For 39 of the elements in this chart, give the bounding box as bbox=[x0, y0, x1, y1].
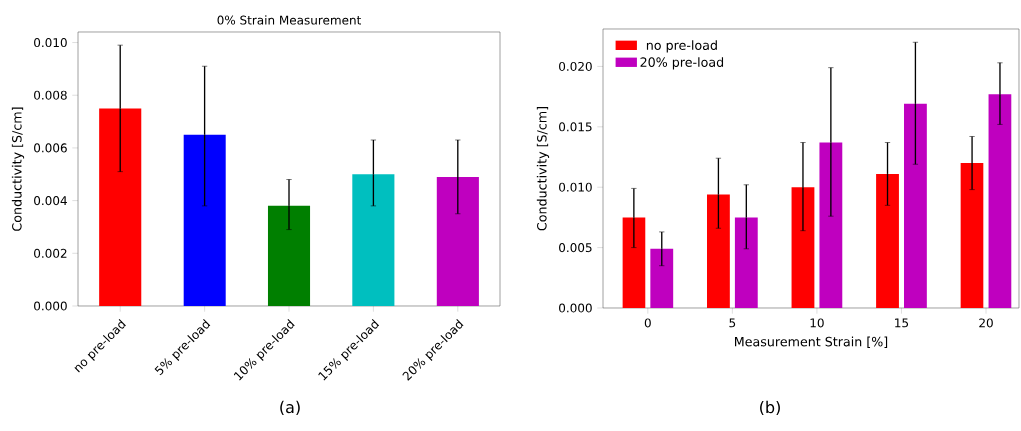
bar bbox=[267, 205, 311, 306]
bar bbox=[819, 142, 843, 308]
x-tick-label: 10 bbox=[810, 318, 824, 328]
x-tick-label: 15 bbox=[895, 318, 909, 328]
bar bbox=[436, 176, 479, 306]
chart-title: 0% Strain Measurement bbox=[217, 15, 362, 25]
y-tick-label: 0.008 bbox=[34, 90, 67, 100]
y-tick-label: 0.010 bbox=[34, 37, 67, 48]
y-tick-label: 0.006 bbox=[34, 143, 67, 153]
y-tick-label: 0.000 bbox=[559, 303, 592, 313]
bar bbox=[622, 217, 646, 308]
y-tick-label: 0.010 bbox=[559, 182, 592, 192]
y-tick-label: 0.005 bbox=[559, 243, 592, 253]
bar bbox=[791, 187, 815, 308]
y-tick-label: 0.020 bbox=[559, 61, 592, 71]
legend-label: no pre-load bbox=[646, 40, 717, 53]
y-tick-label: 0.000 bbox=[34, 301, 67, 311]
x-tick-label: 5 bbox=[729, 318, 736, 328]
bar bbox=[707, 194, 730, 308]
bar bbox=[650, 248, 674, 308]
legend-label: 20% pre-load bbox=[640, 57, 724, 70]
x-axis-title: Measurement Strain [%] bbox=[735, 336, 888, 348]
bar bbox=[352, 174, 395, 306]
bar bbox=[988, 94, 1012, 308]
y-axis-title: Conductivity [S/cm] bbox=[536, 107, 550, 231]
y-tick-label: 0.002 bbox=[34, 248, 67, 258]
bar bbox=[183, 134, 226, 306]
bar bbox=[99, 108, 142, 306]
y-tick-label: 0.015 bbox=[559, 122, 592, 132]
y-axis-title: Conductivity [S/cm] bbox=[11, 107, 25, 231]
y-tick-label: 0.004 bbox=[34, 196, 67, 206]
bar bbox=[960, 163, 984, 308]
bar bbox=[904, 103, 927, 308]
x-tick-label: 20 bbox=[979, 318, 993, 328]
x-tick-label: 0 bbox=[644, 318, 651, 328]
text: (a) bbox=[280, 400, 300, 416]
bar bbox=[734, 217, 758, 308]
text: (b) bbox=[760, 400, 780, 416]
bar bbox=[876, 173, 899, 308]
